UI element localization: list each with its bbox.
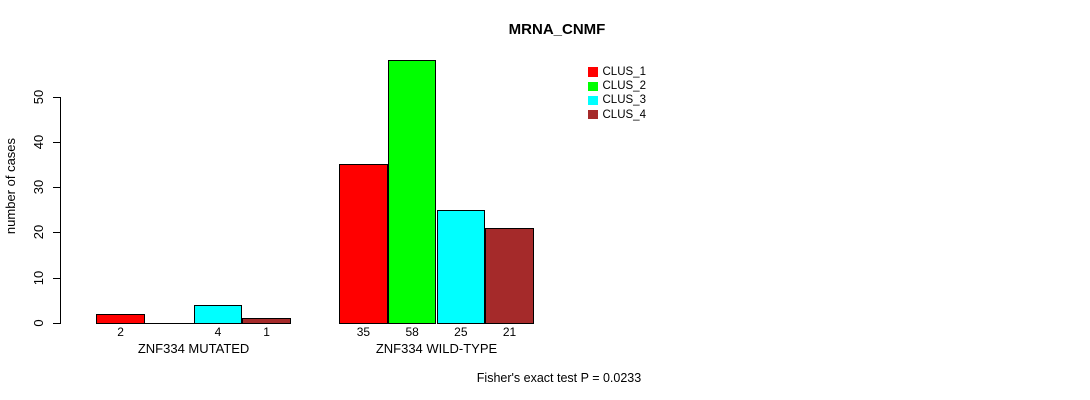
legend-label: CLUS_1 [602,66,646,79]
bar-clus_3 [436,209,486,324]
bar-value-label: 1 [263,325,270,339]
legend-label: CLUS_3 [602,94,646,107]
y-axis-line [59,96,61,324]
y-axis-tick-label: 20 [31,225,46,240]
group-label: ZNF334 WILD-TYPE [375,341,498,356]
y-axis-tick-label: 30 [31,179,46,195]
bar-value-label: 4 [214,325,222,339]
bar-value-label: 21 [502,325,517,339]
y-axis-tick [52,187,60,189]
chart-title: MRNA_CNMF [508,21,606,38]
y-axis-label: number of cases [3,137,18,235]
bar-clus_1 [96,313,145,324]
annotation: Fisher's exact test P = 0.0233 [476,371,642,385]
y-axis-tick-label: 40 [31,134,46,150]
bar-value-label: 58 [405,325,419,339]
legend-swatch-clus_2 [588,81,598,92]
legend: CLUS_1 CLUS_2 CLUS_3 CLUS_4 [588,65,646,122]
legend-row: CLUS_3 [588,93,646,107]
y-axis-tick-label: 10 [31,270,46,285]
legend-label: CLUS_2 [602,80,646,93]
y-axis-tick-label: 50 [31,89,46,104]
legend-row: CLUS_4 [588,108,646,122]
bar-value-label: 35 [356,325,371,339]
y-axis-tick [52,277,60,279]
bar-clus_4 [242,318,291,324]
legend-label: CLUS_4 [602,108,646,121]
bar-clus_3 [193,304,243,324]
bar-clus_2 [387,60,437,324]
bar-clus_4 [485,227,534,324]
y-axis-tick [52,141,60,143]
legend-swatch-clus_4 [588,109,598,120]
legend-swatch-clus_1 [588,67,598,77]
legend-swatch-clus_3 [588,95,598,106]
legend-row: CLUS_1 [588,65,646,79]
bar-value-label: 2 [117,325,124,339]
bar-clus_1 [339,164,388,324]
zero-bar-line [144,323,195,324]
y-axis-tick [52,323,60,324]
bar-value-label: 25 [454,325,468,339]
group-label: ZNF334 MUTATED [137,341,250,356]
legend-row: CLUS_2 [588,79,646,93]
y-axis-tick [52,96,60,98]
y-axis-tick [52,232,60,234]
y-axis-tick-label: 0 [31,319,46,327]
